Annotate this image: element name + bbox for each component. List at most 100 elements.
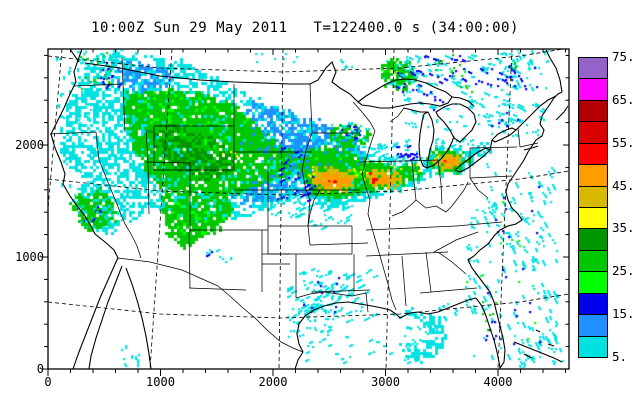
state-border (519, 142, 539, 148)
state-border (517, 127, 521, 148)
state-border (309, 242, 369, 246)
graticule-line (48, 170, 569, 196)
state-border (365, 251, 449, 257)
graticule-line (48, 293, 569, 319)
coastline (426, 135, 455, 169)
state-border (95, 131, 126, 225)
state-border (455, 221, 503, 227)
coastline (125, 267, 152, 369)
state-border (305, 189, 311, 246)
state-border (307, 189, 321, 227)
coastline (418, 111, 435, 169)
colorbar-label: 75. (612, 49, 635, 64)
colorbar-cell (578, 207, 608, 230)
state-border (469, 177, 489, 199)
state-border (73, 83, 123, 87)
colorbar-cell (578, 142, 608, 166)
coastline (451, 96, 475, 107)
colorbar-cell (578, 228, 608, 251)
colorbar-cell (578, 99, 608, 123)
state-border (121, 57, 126, 133)
coastline (555, 105, 569, 121)
state-border (217, 285, 304, 353)
coastline (523, 353, 533, 359)
title-timer: T=122400.0 s (34:00:00) (313, 20, 519, 36)
colorbar-cell (578, 271, 608, 294)
coastline (69, 49, 80, 63)
coastline (50, 49, 119, 369)
coastline (491, 127, 517, 143)
state-border (365, 292, 369, 313)
coastline (547, 343, 555, 347)
coastline (454, 147, 491, 173)
state-border (145, 161, 191, 164)
coastline (513, 341, 563, 363)
state-border (415, 181, 469, 213)
coastline (357, 78, 453, 109)
graticule-line (278, 49, 284, 369)
graticule-line (385, 49, 395, 369)
state-border (469, 146, 518, 149)
state-border (437, 251, 467, 275)
colorbar-label: 65. (612, 91, 635, 107)
state-border (361, 130, 397, 311)
y-axis-tick-label: 1000 (15, 250, 44, 264)
state-border (117, 257, 219, 287)
state-border (309, 83, 313, 134)
colorbar-label: 55. (612, 134, 635, 150)
coastline (523, 145, 539, 151)
colorbar-cell (578, 57, 608, 80)
state-border (352, 101, 376, 132)
coastline (294, 351, 304, 369)
coastline (489, 139, 493, 151)
axis-ticks (41, 49, 569, 376)
colorbar-cell (578, 164, 608, 187)
y-axis-tick-label: 0 (36, 362, 44, 376)
state-border (145, 129, 150, 215)
coastline (515, 95, 557, 131)
colorbar-cell (578, 121, 608, 144)
x-axis-tick-label: 3000 (371, 375, 400, 389)
plot-title: 10:00Z Sun 29 May 2011 T=122400.0 s (34:0… (0, 20, 610, 36)
plot-frame (47, 48, 570, 370)
state-border (389, 107, 405, 123)
colorbar-label: 45. (612, 177, 635, 193)
coastline (467, 91, 563, 285)
coastline (84, 61, 359, 103)
graticule-line (48, 49, 566, 73)
graticule-line (149, 49, 173, 369)
title-datetime: 10:00Z Sun 29 May 2011 (91, 20, 288, 36)
coastline (535, 329, 541, 333)
state-border (425, 251, 432, 293)
x-axis-tick-label: 0 (44, 375, 52, 389)
colorbar-cell (578, 314, 608, 337)
colorbar-label: 35. (612, 220, 635, 236)
state-border (188, 287, 247, 291)
coastline (296, 297, 477, 353)
y-axis-tick-label: 2000 (15, 138, 44, 152)
state-border (301, 132, 313, 191)
colorbar-label: 15. (612, 306, 635, 322)
colorbar-cell (578, 185, 608, 208)
state-border (391, 199, 417, 217)
state-border (419, 287, 478, 294)
state-border (311, 289, 371, 293)
state-border (401, 255, 407, 307)
colorbar-cell (578, 292, 608, 316)
x-axis-tick-label: 2000 (258, 375, 288, 389)
coastline (435, 103, 477, 143)
x-axis-tick-label: 1000 (146, 375, 175, 389)
coastline (545, 49, 563, 93)
state-border (188, 231, 191, 289)
state-border (411, 161, 417, 201)
state-border (365, 225, 457, 231)
state-border (433, 231, 479, 253)
coastline (88, 265, 123, 369)
x-axis-tick-label: 4000 (483, 375, 513, 389)
state-border (295, 291, 367, 299)
state-border (437, 159, 443, 205)
state-border (469, 175, 513, 179)
colorbar-label: 5. (612, 349, 628, 364)
